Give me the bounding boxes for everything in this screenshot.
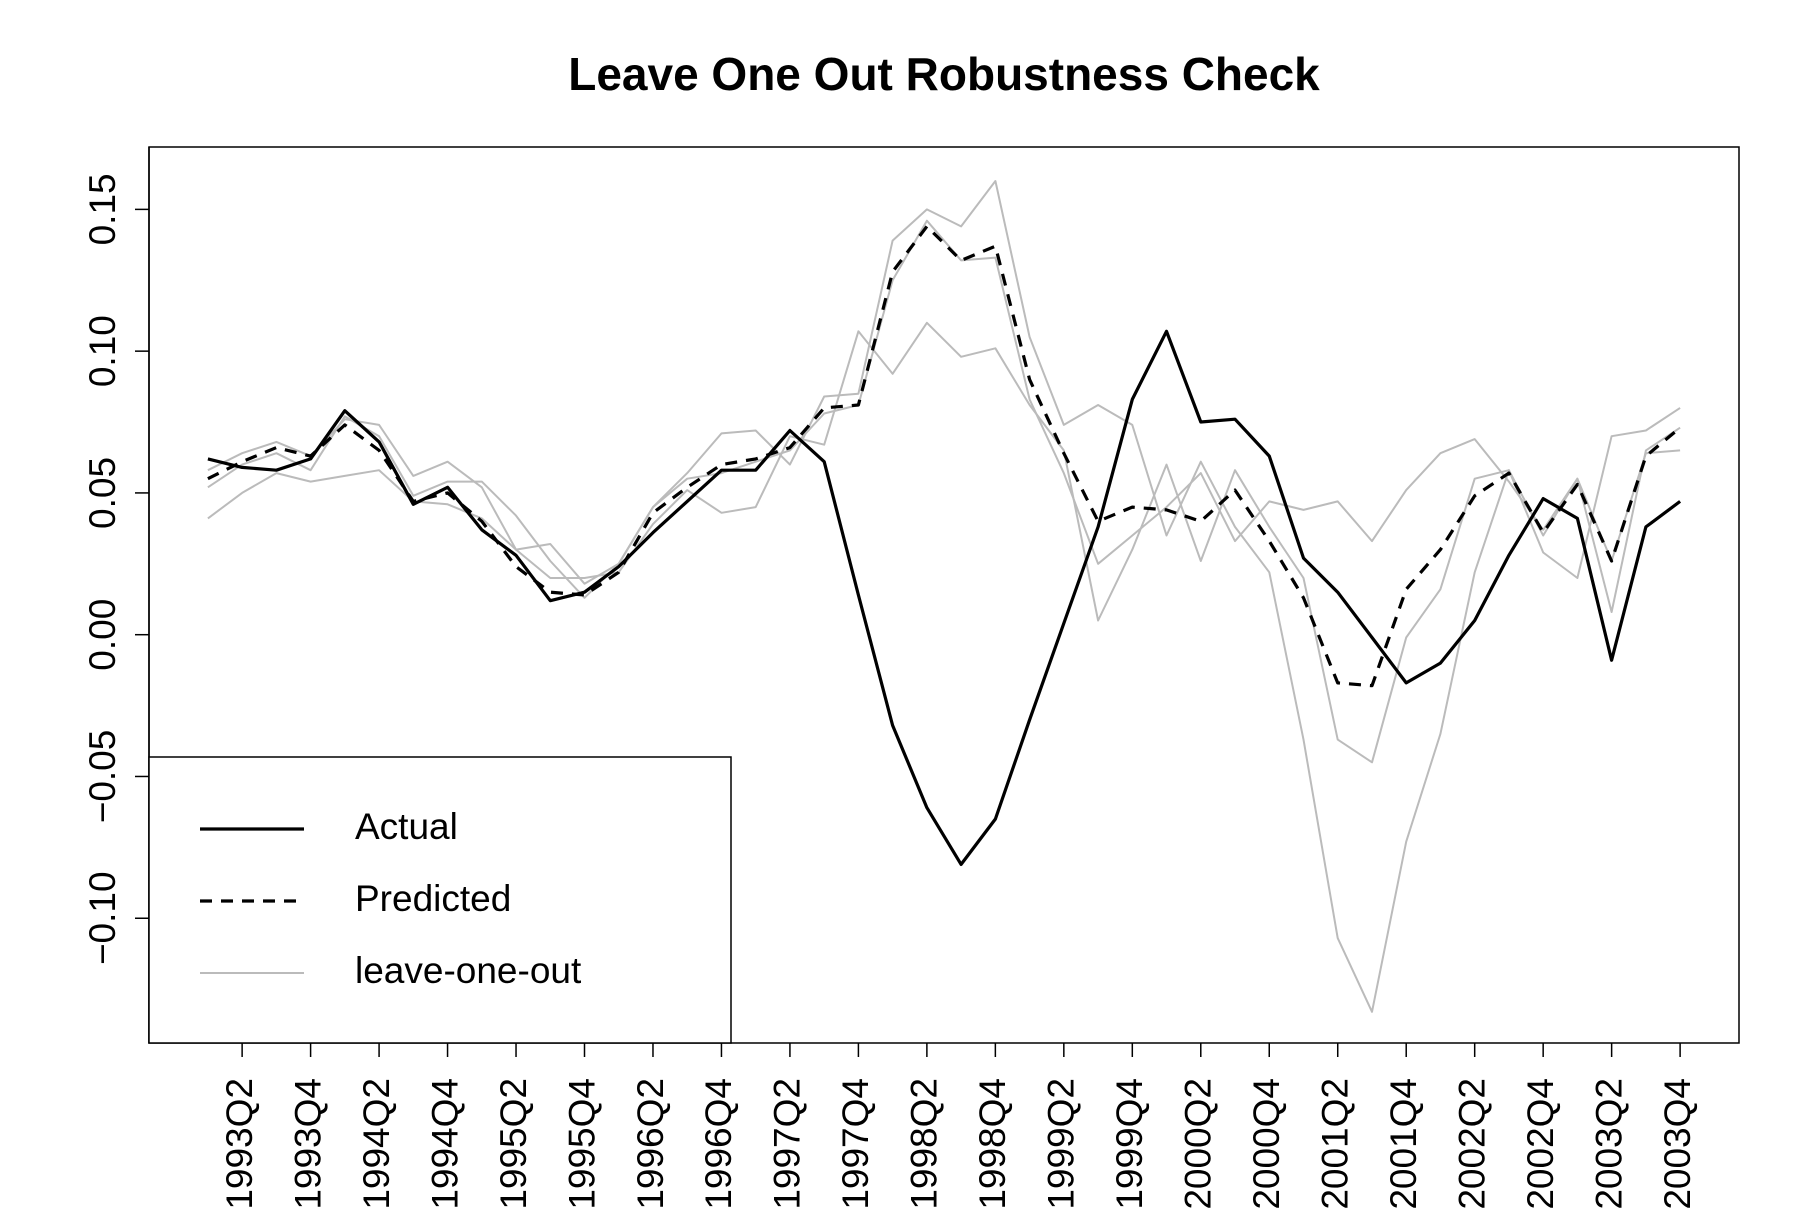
x-tick-label: 2001Q2 bbox=[1315, 1078, 1356, 1210]
x-tick-label: 1996Q4 bbox=[698, 1078, 739, 1210]
series-line bbox=[207, 180, 1681, 1013]
x-tick-label: 2002Q4 bbox=[1520, 1078, 1561, 1210]
x-tick-label: 2001Q4 bbox=[1383, 1078, 1424, 1210]
series-line bbox=[207, 224, 1682, 688]
x-tick-label: 1996Q2 bbox=[630, 1078, 671, 1210]
x-tick-label: 1993Q4 bbox=[287, 1078, 328, 1210]
y-tick-label: 0.15 bbox=[82, 173, 123, 245]
x-tick-label: 2003Q2 bbox=[1588, 1078, 1629, 1210]
series-line bbox=[207, 219, 1681, 599]
y-tick-label: 0.05 bbox=[82, 457, 123, 529]
x-tick-label: 1997Q4 bbox=[835, 1078, 876, 1210]
x-tick-label: 1999Q4 bbox=[1109, 1078, 1150, 1210]
plot-frame bbox=[148, 146, 1740, 1044]
x-tick-label: 2000Q2 bbox=[1178, 1078, 1219, 1210]
legend-label: leave-one-out bbox=[355, 950, 582, 991]
x-tick-label: 1999Q2 bbox=[1041, 1078, 1082, 1210]
y-tick-label: 0.10 bbox=[82, 315, 123, 387]
x-tick-label: 1994Q2 bbox=[356, 1078, 397, 1210]
x-tick-label: 1993Q2 bbox=[219, 1078, 260, 1210]
x-tick-label: 1998Q4 bbox=[972, 1078, 1013, 1210]
legend-label: Actual bbox=[355, 806, 458, 847]
y-tick-label: −0.05 bbox=[82, 730, 123, 824]
x-tick-label: 1995Q2 bbox=[493, 1078, 534, 1210]
series-line bbox=[207, 329, 1682, 866]
y-tick-label: 0.00 bbox=[82, 599, 123, 671]
series-line bbox=[207, 321, 1681, 764]
x-tick-label: 2000Q4 bbox=[1246, 1078, 1287, 1210]
y-tick-label: −0.10 bbox=[82, 871, 123, 965]
x-tick-label: 1995Q4 bbox=[561, 1078, 602, 1210]
legend-label: Predicted bbox=[355, 878, 511, 919]
x-tick-label: 1998Q2 bbox=[904, 1078, 945, 1210]
x-tick-label: 1994Q4 bbox=[424, 1078, 465, 1210]
x-tick-label: 2002Q2 bbox=[1451, 1078, 1492, 1210]
x-tick-label: 2003Q4 bbox=[1657, 1078, 1698, 1210]
x-tick-label: 1997Q2 bbox=[767, 1078, 808, 1210]
chart-title: Leave One Out Robustness Check bbox=[568, 48, 1320, 100]
